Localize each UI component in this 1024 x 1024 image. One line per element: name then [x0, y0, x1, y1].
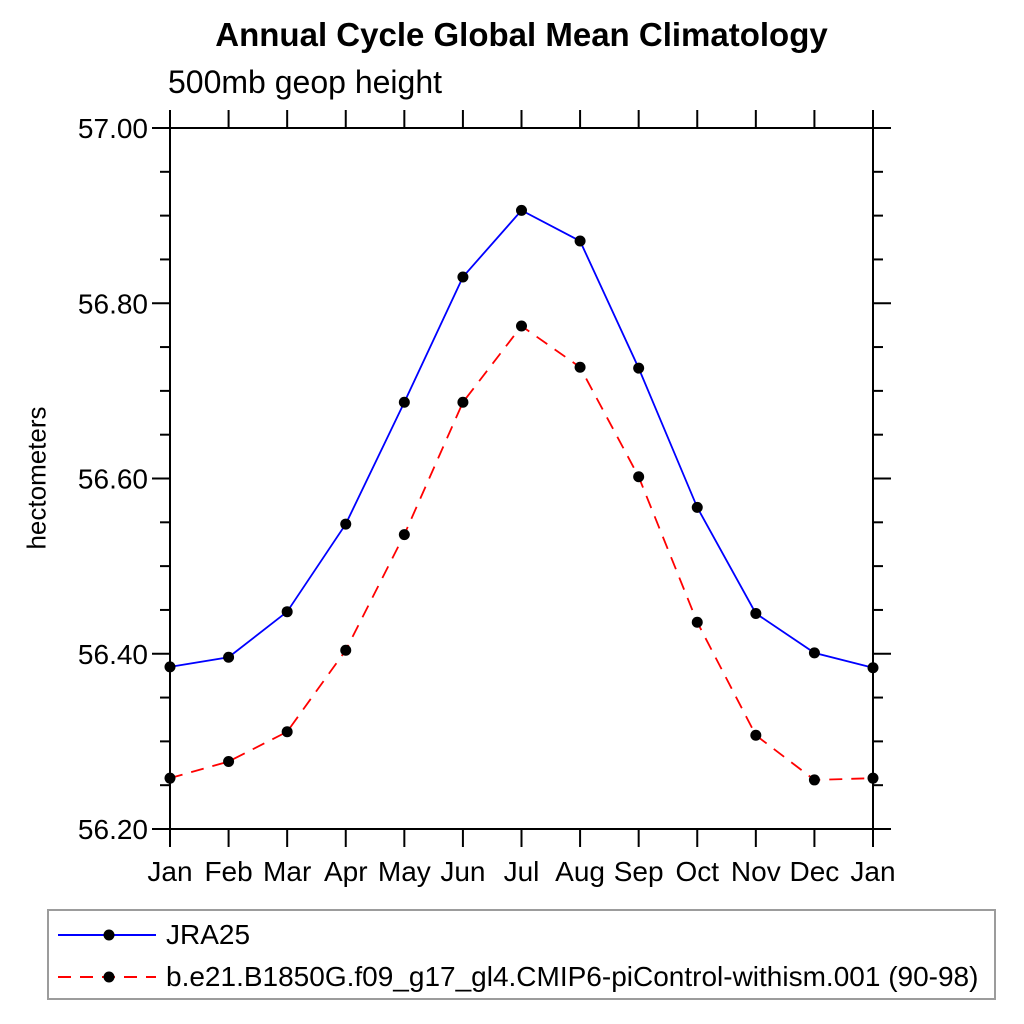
- x-tick-label: Sep: [614, 856, 664, 887]
- data-point-marker: [340, 644, 352, 656]
- data-point-marker: [164, 661, 176, 673]
- x-tick-label: Jun: [440, 856, 485, 887]
- data-point-marker: [281, 726, 293, 738]
- data-point-marker: [164, 772, 176, 784]
- x-tick-label: May: [378, 856, 431, 887]
- legend-label: JRA25: [166, 919, 251, 950]
- data-point-marker: [574, 235, 586, 247]
- legend: JRA25 b.e21.B1850G.f09_g17_gl4.CMIP6-piC…: [47, 909, 996, 1000]
- y-tick-label: 56.20: [78, 814, 148, 845]
- x-tick-label: Dec: [790, 856, 840, 887]
- data-point-marker: [457, 396, 469, 408]
- data-point-marker: [633, 362, 645, 374]
- x-tick-label: Jan: [147, 856, 192, 887]
- data-point-marker: [516, 204, 527, 216]
- data-point-marker: [574, 361, 586, 373]
- data-point-marker: [808, 647, 820, 659]
- legend-label: b.e21.B1850G.f09_g17_gl4.CMIP6-piControl…: [166, 961, 979, 992]
- series-line-0: [169, 209, 874, 669]
- x-tick-label: Apr: [324, 856, 368, 887]
- data-point-marker: [281, 606, 293, 618]
- data-point-marker: [808, 774, 820, 786]
- x-tick-label: Feb: [204, 856, 252, 887]
- data-point-marker: [867, 772, 879, 784]
- y-tick-label: 56.40: [78, 639, 148, 670]
- data-point-marker: [398, 529, 410, 541]
- data-point-marker: [750, 729, 762, 741]
- x-tick-label: Oct: [675, 856, 719, 887]
- chart-subtitle: 500mb geop height: [168, 64, 442, 100]
- data-point-marker: [457, 271, 469, 283]
- legend-line-sample-solid-icon: [58, 929, 156, 941]
- legend-item-model: b.e21.B1850G.f09_g17_gl4.CMIP6-piControl…: [52, 956, 978, 998]
- legend-item-jra25: JRA25: [52, 914, 250, 956]
- data-point-marker: [691, 616, 703, 628]
- y-tick-label: 56.80: [78, 288, 148, 319]
- data-point-marker: [691, 501, 703, 513]
- x-tick-label: Mar: [263, 856, 311, 887]
- data-point-marker: [867, 662, 879, 674]
- legend-line-sample-dashed-icon: [58, 971, 156, 983]
- x-tick-label: Jul: [504, 856, 540, 887]
- y-tick-label: 56.60: [78, 464, 148, 495]
- series-line-1: [169, 324, 874, 781]
- chart-title: Annual Cycle Global Mean Climatology: [215, 16, 828, 53]
- plot-frame: [169, 127, 874, 830]
- data-point-marker: [223, 651, 235, 663]
- data-point-marker: [516, 320, 527, 332]
- data-point-marker: [223, 756, 235, 768]
- y-tick-label: 57.00: [78, 113, 148, 144]
- data-point-marker: [340, 518, 352, 530]
- data-point-marker: [398, 396, 410, 408]
- data-point-marker: [633, 471, 645, 483]
- x-tick-label: Nov: [731, 856, 781, 887]
- data-point-marker: [750, 607, 762, 619]
- x-tick-label: Aug: [555, 856, 605, 887]
- x-tick-label: Jan: [850, 856, 895, 887]
